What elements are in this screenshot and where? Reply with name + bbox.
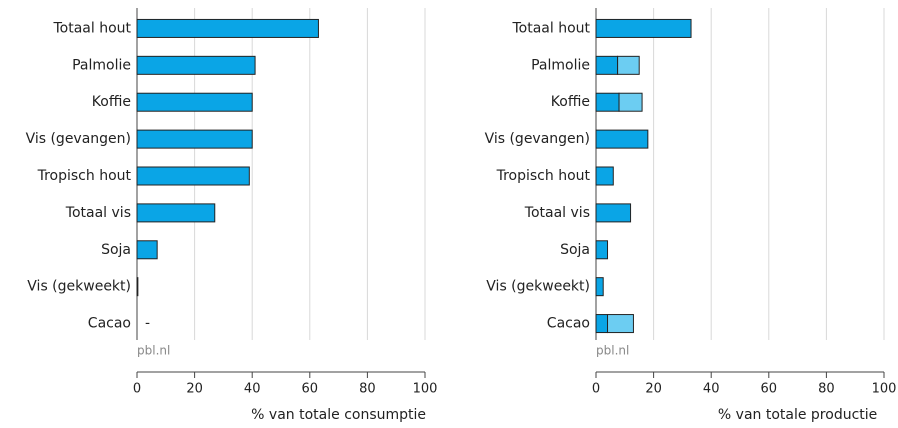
y-tick-label: Soja: [101, 242, 131, 258]
source: pbl.nl: [137, 344, 170, 358]
bar: [595, 55, 619, 75]
bar: [607, 314, 634, 334]
y-tick-label: Soja: [560, 242, 590, 258]
bar: [136, 277, 139, 297]
bar: [136, 129, 253, 149]
bar: [595, 240, 609, 260]
bar: [136, 18, 319, 38]
bar: [136, 240, 158, 260]
y-tick-label: Totaal hout: [511, 20, 590, 36]
bar: [618, 92, 643, 112]
x-tick-label: 80: [359, 382, 376, 397]
y-tick-label: Vis (gekweekt): [486, 279, 590, 295]
bar: [595, 92, 620, 112]
bar: [595, 314, 609, 334]
y-tick-label: Koffie: [92, 94, 131, 110]
bar: [617, 55, 640, 75]
x-tick-label: 0: [133, 382, 141, 397]
bar: [136, 166, 250, 186]
y-tick-label: Palmolie: [531, 57, 590, 73]
y-tick-label: Totaal vis: [65, 205, 131, 221]
x-tick-label: 100: [872, 382, 897, 397]
x-tick-label: 40: [244, 382, 261, 397]
x-tick-label: 60: [761, 382, 778, 397]
y-tick-label: Koffie: [551, 94, 590, 110]
y-tick-label: Vis (gevangen): [26, 131, 131, 147]
bar: [595, 166, 614, 186]
bar: [595, 129, 649, 149]
y-tick-label: Tropisch hout: [37, 168, 132, 184]
y-tick-label: Palmolie: [72, 57, 131, 73]
x-tick-label: 0: [592, 382, 600, 397]
bar: [136, 92, 253, 112]
x-tick-label: 80: [818, 382, 835, 397]
x-tick-label: 20: [186, 382, 203, 397]
y-tick-label: Vis (gevangen): [485, 131, 590, 147]
y-tick-label: Cacao: [88, 316, 131, 332]
bar: [595, 18, 692, 38]
y-tick-label: Totaal hout: [52, 20, 131, 36]
bar: [595, 203, 632, 223]
x-tick-label: 40: [703, 382, 720, 397]
y-tick-label: Totaal vis: [524, 205, 590, 221]
x-tick-label: 60: [302, 382, 319, 397]
x-tick-label: 100: [413, 382, 438, 397]
bar: [136, 203, 216, 223]
bar: [136, 55, 256, 75]
y-tick-label: Vis (gekweekt): [27, 279, 131, 295]
x-tick-label: 20: [645, 382, 662, 397]
source: pbl.nl: [596, 344, 629, 358]
y-tick-label: Cacao: [547, 316, 590, 332]
y-tick-label: Tropisch hout: [496, 168, 591, 184]
value-label: -: [145, 316, 150, 332]
bar: [595, 277, 604, 297]
x-axis-label: % van totale productie: [718, 407, 877, 423]
x-axis-label: % van totale consumptie: [251, 407, 426, 423]
